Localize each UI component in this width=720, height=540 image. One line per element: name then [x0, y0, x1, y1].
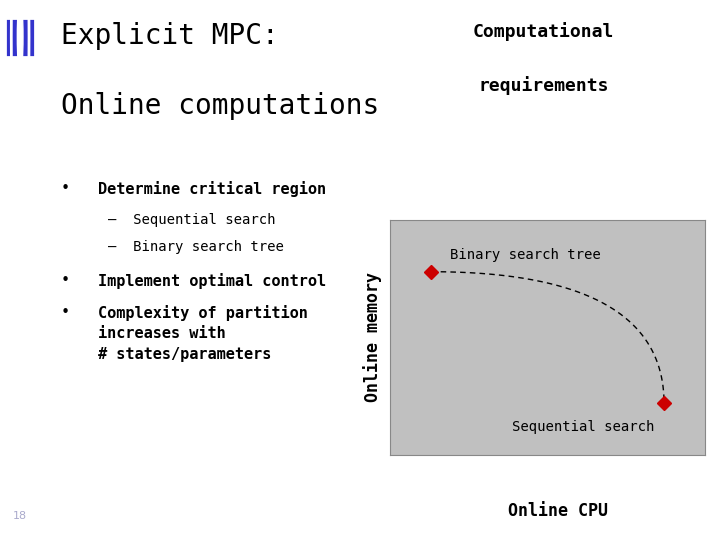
FancyBboxPatch shape — [5, 18, 35, 57]
Text: Complexity of partition
increases with
# states/parameters: Complexity of partition increases with #… — [98, 305, 308, 362]
Text: •: • — [60, 273, 70, 288]
Text: Sequential search: Sequential search — [512, 420, 654, 434]
Text: N: N — [17, 269, 24, 282]
Text: U: U — [17, 304, 24, 317]
Text: •: • — [60, 181, 70, 196]
Text: T: T — [17, 234, 24, 247]
Text: Determine critical region: Determine critical region — [98, 181, 326, 197]
Text: Implement optimal control: Implement optimal control — [98, 273, 326, 289]
Text: •: • — [60, 305, 70, 320]
Y-axis label: Online memory: Online memory — [363, 273, 382, 402]
Text: Online computations: Online computations — [60, 92, 379, 120]
Text: Computational: Computational — [472, 22, 614, 40]
Text: Explicit MPC:: Explicit MPC: — [60, 22, 279, 50]
Text: N: N — [17, 199, 24, 212]
Text: –  Sequential search: – Sequential search — [108, 213, 276, 227]
Circle shape — [17, 0, 23, 75]
Text: Online CPU: Online CPU — [508, 502, 608, 520]
Text: –  Binary search tree: – Binary search tree — [108, 240, 284, 254]
Text: 18: 18 — [13, 511, 27, 521]
Text: Binary search tree: Binary search tree — [450, 248, 600, 262]
Text: requirements: requirements — [478, 76, 608, 94]
